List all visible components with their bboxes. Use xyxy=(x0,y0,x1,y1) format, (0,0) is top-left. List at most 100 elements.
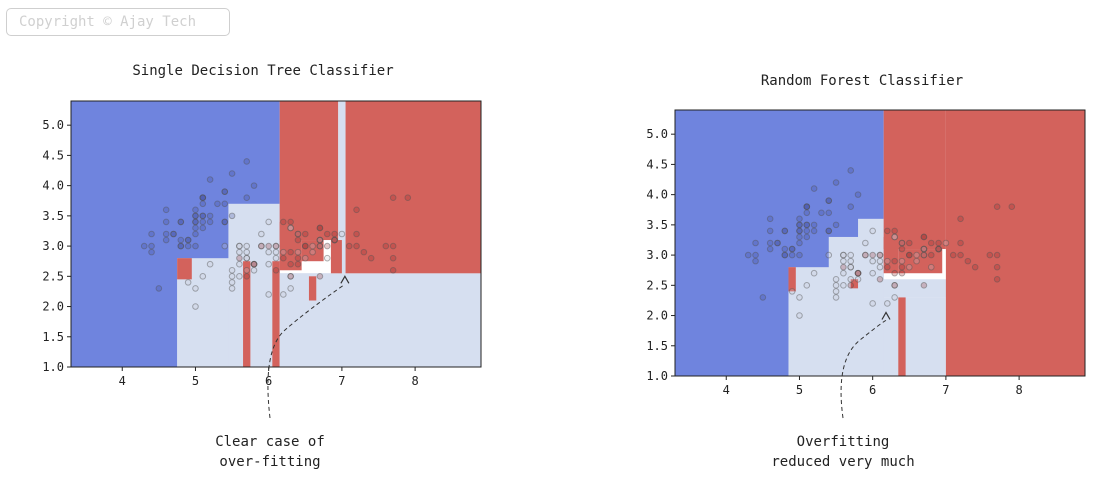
data-point xyxy=(781,245,789,253)
random-forest-axes-frame xyxy=(674,109,1086,377)
region-white-12 xyxy=(338,101,346,274)
y-tick-label: 1.5 xyxy=(646,339,668,353)
data-point xyxy=(294,236,302,244)
data-point xyxy=(192,230,199,238)
data-point xyxy=(221,218,229,226)
data-point xyxy=(840,282,847,289)
data-point xyxy=(192,218,199,226)
data-point xyxy=(942,239,950,247)
data-point xyxy=(331,230,338,238)
data-point xyxy=(199,218,207,226)
region-red-11 xyxy=(945,110,1085,376)
data-point xyxy=(854,269,862,277)
data-point xyxy=(265,248,272,256)
data-point xyxy=(316,236,324,244)
x-tick-label: 5 xyxy=(192,374,199,388)
region-red-15 xyxy=(330,240,342,274)
overfitting-annotation-line-2: over-fitting xyxy=(219,454,320,470)
data-point xyxy=(236,242,243,250)
data-point xyxy=(236,242,243,250)
data-point xyxy=(957,251,964,259)
data-point xyxy=(927,263,935,271)
data-point xyxy=(140,242,148,250)
data-point xyxy=(847,251,855,259)
data-point xyxy=(898,269,906,277)
data-point xyxy=(250,266,258,274)
data-point xyxy=(796,233,803,241)
data-point xyxy=(847,282,855,289)
data-point xyxy=(920,245,928,253)
random-forest-title: Random Forest Classifier xyxy=(761,73,963,89)
data-point xyxy=(389,254,397,262)
data-point xyxy=(832,288,840,295)
data-point xyxy=(876,251,884,259)
data-point xyxy=(294,230,302,238)
data-point xyxy=(148,248,155,256)
data-point xyxy=(389,266,397,274)
data-point xyxy=(316,224,324,232)
data-point xyxy=(766,215,774,223)
data-point xyxy=(766,227,774,235)
y-tick-label: 5.0 xyxy=(646,127,668,141)
reduced-annotation-line-1: Overfitting xyxy=(797,434,890,450)
data-point xyxy=(243,194,251,202)
x-tick-label: 7 xyxy=(338,374,345,388)
data-point xyxy=(228,285,236,292)
data-point xyxy=(957,215,964,223)
data-point xyxy=(854,191,862,198)
data-point xyxy=(236,260,243,268)
data-point xyxy=(796,221,803,229)
data-point xyxy=(891,269,898,277)
data-point xyxy=(243,248,251,256)
data-point xyxy=(891,227,898,235)
x-tick-label: 5 xyxy=(796,383,803,397)
data-point xyxy=(280,291,287,298)
data-point xyxy=(367,254,375,262)
data-point xyxy=(905,251,913,259)
data-point xyxy=(913,257,920,265)
data-point xyxy=(803,282,811,289)
data-point xyxy=(199,194,207,202)
region-white-3 xyxy=(858,218,884,376)
data-point xyxy=(825,197,833,204)
data-point xyxy=(162,236,170,244)
data-point xyxy=(265,218,272,226)
data-point xyxy=(964,257,972,265)
data-point xyxy=(781,251,789,259)
x-tick-label: 8 xyxy=(1015,383,1022,397)
region-red-5 xyxy=(177,258,192,280)
data-point xyxy=(199,212,207,220)
data-point xyxy=(854,269,862,277)
data-point xyxy=(323,254,331,262)
data-point xyxy=(258,242,265,250)
region-red-7 xyxy=(788,267,796,292)
data-point xyxy=(265,242,272,250)
y-tick-label: 4.5 xyxy=(646,157,668,171)
data-point xyxy=(206,260,214,268)
data-point xyxy=(309,248,316,256)
decision-tree-title: Single Decision Tree Classifier xyxy=(132,63,393,79)
data-point xyxy=(803,233,811,241)
data-point xyxy=(301,242,309,250)
region-white-4 xyxy=(883,297,946,376)
data-point xyxy=(265,260,272,268)
data-point xyxy=(810,227,818,235)
y-tick-label: 4.0 xyxy=(646,188,668,202)
data-point xyxy=(949,251,957,259)
data-point xyxy=(847,203,855,211)
random-forest-x-ticks: 4 5 6 7 8 xyxy=(723,376,1023,397)
data-point xyxy=(744,251,752,259)
data-point xyxy=(184,236,192,244)
data-point xyxy=(781,227,789,235)
region-red-11 xyxy=(301,240,324,262)
data-point xyxy=(825,197,833,204)
data-point xyxy=(891,282,898,289)
data-point xyxy=(832,282,840,289)
x-tick-label: 6 xyxy=(265,374,272,388)
y-tick-label: 3.5 xyxy=(42,209,64,223)
data-point xyxy=(752,251,759,259)
overfitting-annotation-line-1: Clear case of xyxy=(215,434,325,450)
data-point xyxy=(228,279,236,286)
data-point xyxy=(905,263,913,271)
data-point xyxy=(243,254,251,262)
